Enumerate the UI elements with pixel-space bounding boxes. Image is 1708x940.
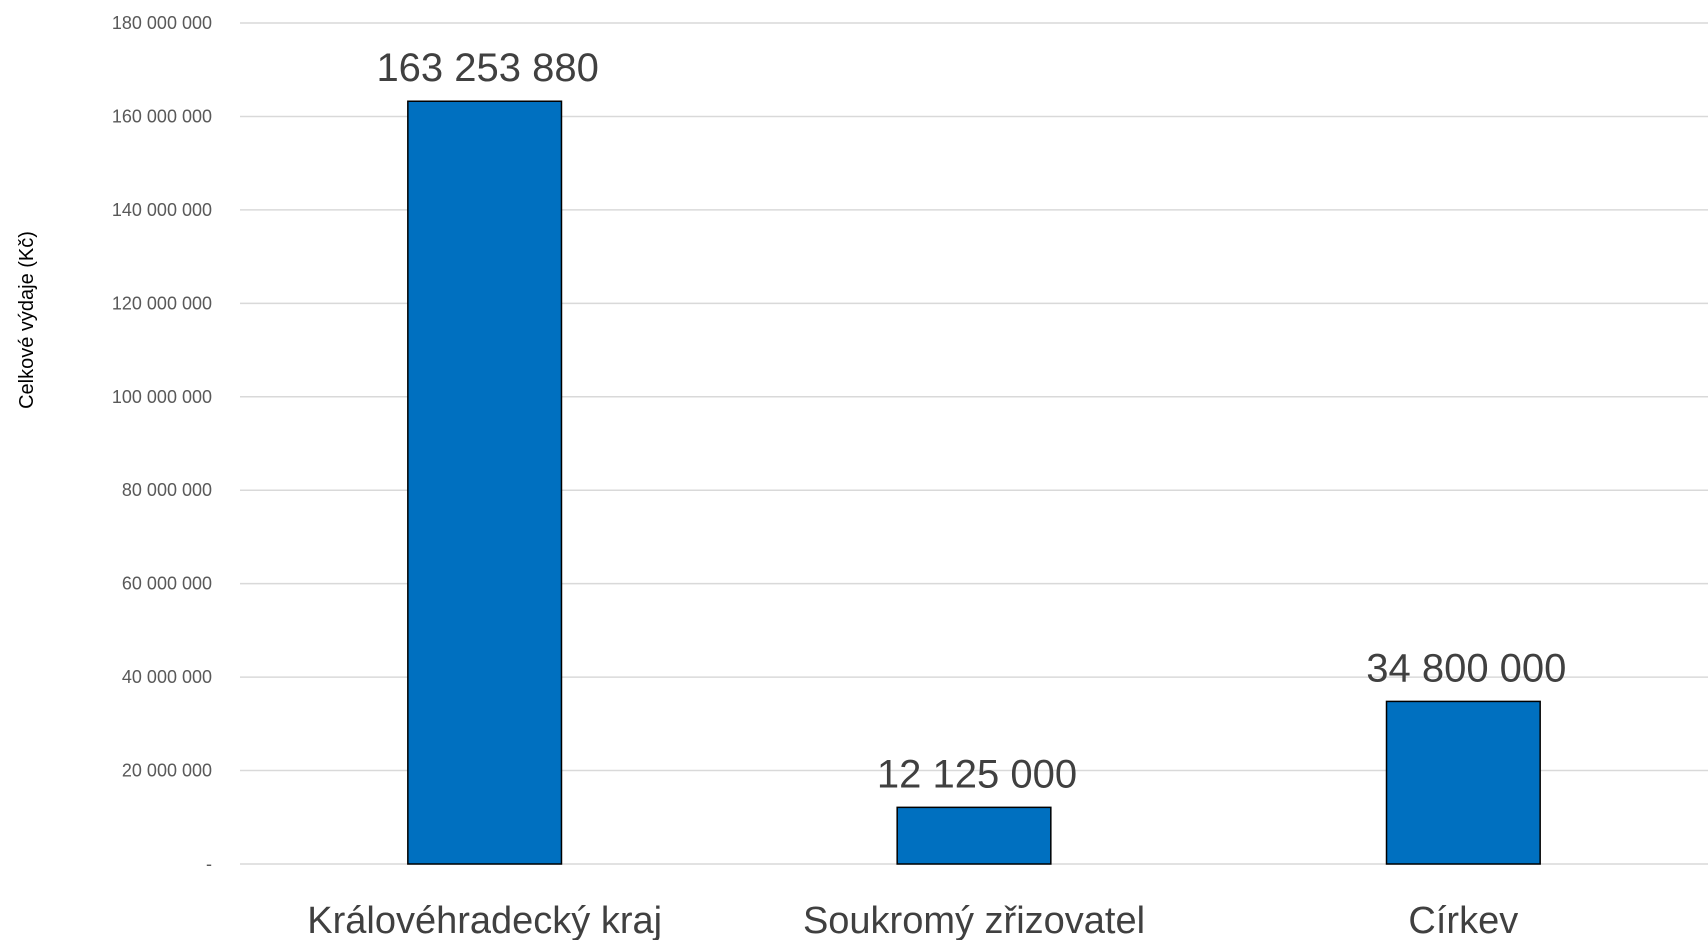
data-label: 12 125 000 [877, 752, 1077, 796]
category-label: Královéhradecký kraj [307, 900, 662, 940]
data-label: 34 800 000 [1366, 646, 1566, 690]
y-axis-title: Celkové výdaje (Kč) [16, 231, 38, 409]
data-labels: 163 253 880 12 125 000 34 800 000 [376, 46, 1566, 796]
category-label: Soukromý zřizovatel [803, 900, 1145, 940]
y-axis-tick-labels: - 20 000 000 40 000 000 60 000 000 80 000 00… [112, 13, 212, 874]
y-tick-label: 100 000 000 [112, 387, 212, 407]
y-tick-label: 140 000 000 [112, 200, 212, 220]
bar [896, 806, 1052, 865]
y-tick-label: 40 000 000 [122, 667, 212, 687]
y-tick-label: 80 000 000 [122, 480, 212, 500]
y-tick-label: 20 000 000 [122, 761, 212, 781]
y-tick-label: 120 000 000 [112, 293, 212, 313]
bar [1385, 700, 1541, 865]
bar [407, 100, 563, 865]
y-tick-label: 180 000 000 [112, 13, 212, 33]
y-tick-label: 160 000 000 [112, 106, 212, 126]
data-label: 163 253 880 [376, 46, 598, 90]
y-tick-label: 60 000 000 [122, 574, 212, 594]
category-label: Církev [1408, 900, 1518, 940]
x-axis-category-labels: Královéhradecký kraj Soukromý zřizovatel C… [307, 900, 1518, 940]
y-tick-label: - [206, 854, 212, 874]
bars [407, 100, 1541, 865]
